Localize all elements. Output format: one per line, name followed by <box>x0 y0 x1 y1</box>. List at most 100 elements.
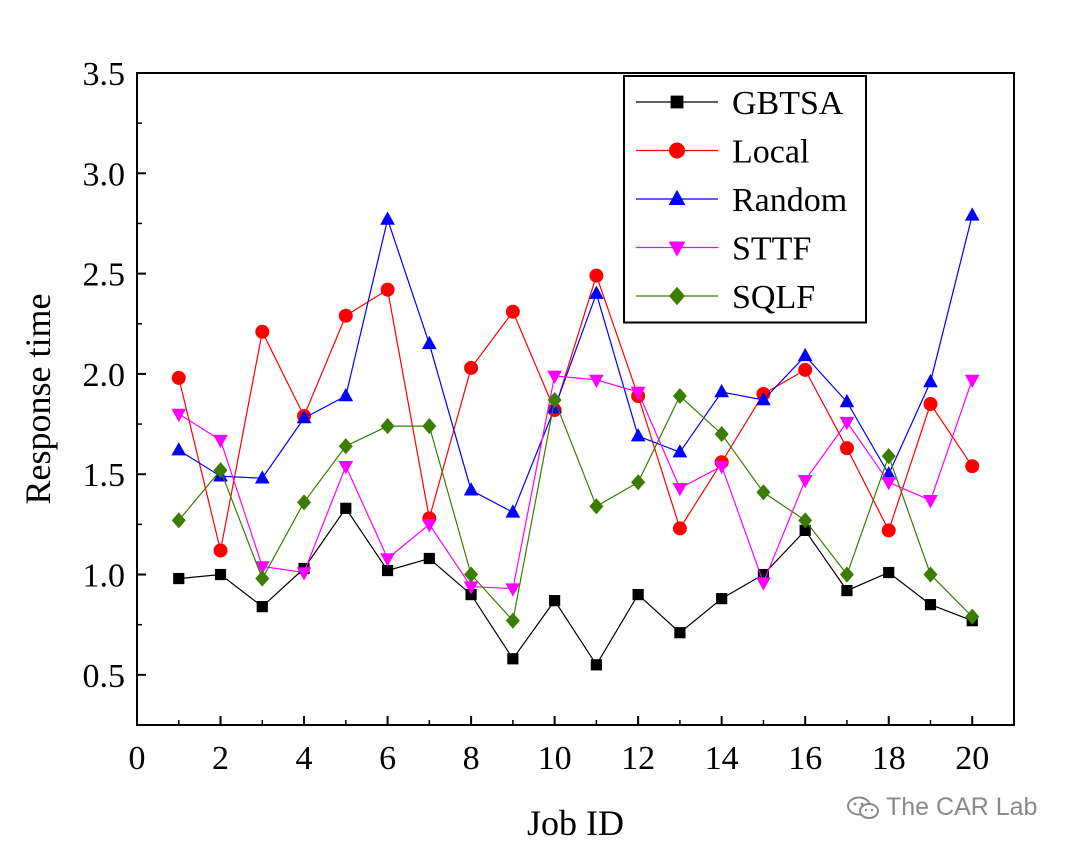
data-point <box>799 524 811 537</box>
x-tick-label: 6 <box>379 740 396 777</box>
data-point <box>714 426 729 443</box>
y-tick-label: 3.5 <box>83 56 126 93</box>
data-point <box>256 601 268 613</box>
data-point <box>589 498 604 515</box>
data-point <box>672 387 687 405</box>
legend-marker <box>668 241 686 257</box>
data-point <box>924 599 937 611</box>
data-point <box>923 495 938 509</box>
series-line <box>178 507 973 666</box>
data-point <box>505 304 520 319</box>
watermark-text: The CAR Lab <box>886 793 1038 821</box>
data-point <box>590 659 602 671</box>
data-point <box>547 391 562 409</box>
data-point <box>923 397 938 412</box>
x-tick-label: 10 <box>538 740 572 777</box>
data-point <box>589 374 604 388</box>
data-point <box>674 627 686 639</box>
watermark: The CAR Lab <box>846 793 1037 822</box>
data-point <box>296 567 312 581</box>
data-point <box>254 561 270 575</box>
data-point <box>380 282 395 297</box>
data-point <box>923 566 938 583</box>
legend-label: GBTSA <box>732 85 844 122</box>
legend-marker <box>669 286 685 306</box>
data-point <box>463 581 479 595</box>
data-point <box>340 502 352 514</box>
series-sqlf <box>171 387 980 629</box>
data-point <box>338 460 354 475</box>
plot-frame <box>136 72 1015 726</box>
data-point <box>881 523 896 538</box>
data-point <box>507 653 519 665</box>
data-point <box>380 418 395 435</box>
x-tick-label: 2 <box>212 740 229 777</box>
data-point <box>213 462 228 479</box>
series-gbtsa <box>173 502 978 671</box>
data-point <box>672 444 688 458</box>
data-point <box>171 442 187 456</box>
data-point <box>380 553 395 567</box>
data-point <box>883 566 895 579</box>
x-tick-label: 4 <box>296 740 313 777</box>
data-point <box>171 370 186 385</box>
data-point <box>255 324 270 339</box>
data-point <box>547 370 562 384</box>
data-point <box>672 483 688 497</box>
data-point <box>964 374 980 388</box>
data-point <box>338 308 353 323</box>
data-point <box>841 584 853 597</box>
data-point <box>254 470 270 484</box>
data-point <box>630 386 646 401</box>
data-point <box>423 552 435 565</box>
x-tick-label: 14 <box>705 740 739 777</box>
data-point <box>757 568 770 581</box>
data-point <box>839 416 855 431</box>
data-point <box>714 383 730 398</box>
legend: GBTSA Local Random STTF SQLF <box>623 75 867 324</box>
data-point <box>380 211 395 225</box>
data-point <box>798 512 813 529</box>
data-point <box>213 543 228 558</box>
x-tick-label: 0 <box>129 740 146 777</box>
data-point <box>839 441 854 456</box>
x-tick-label: 16 <box>788 740 822 777</box>
data-point <box>381 564 394 577</box>
data-point <box>672 521 687 536</box>
data-point <box>632 589 644 601</box>
data-point <box>798 362 813 377</box>
x-tick-label: 18 <box>872 740 906 777</box>
x-tick-label: 20 <box>955 740 989 777</box>
data-point <box>464 360 479 375</box>
data-point <box>881 448 896 465</box>
data-point <box>171 512 186 529</box>
data-point <box>505 583 521 597</box>
data-point <box>714 460 730 475</box>
data-point <box>421 335 437 350</box>
data-point <box>505 612 520 629</box>
data-point <box>631 474 646 491</box>
data-point <box>839 393 855 408</box>
data-point <box>797 474 813 489</box>
data-point <box>630 428 646 442</box>
data-point <box>213 434 228 449</box>
legend-label: STTF <box>732 231 811 268</box>
series-line <box>178 375 973 590</box>
data-point <box>464 566 479 583</box>
y-tick-label: 2.0 <box>83 357 126 394</box>
data-point <box>716 593 728 605</box>
data-point <box>881 477 897 491</box>
data-point <box>296 410 312 424</box>
series-line <box>178 273 973 551</box>
data-point <box>505 504 521 518</box>
data-point <box>797 347 813 362</box>
data-point <box>173 572 185 585</box>
data-point <box>171 408 187 423</box>
data-point <box>756 577 771 591</box>
data-point <box>756 484 771 501</box>
data-point <box>463 482 479 496</box>
data-point <box>549 595 561 607</box>
data-point <box>965 608 980 625</box>
x-tick-label: 12 <box>621 740 655 777</box>
y-tick-label: 3.0 <box>83 156 126 193</box>
